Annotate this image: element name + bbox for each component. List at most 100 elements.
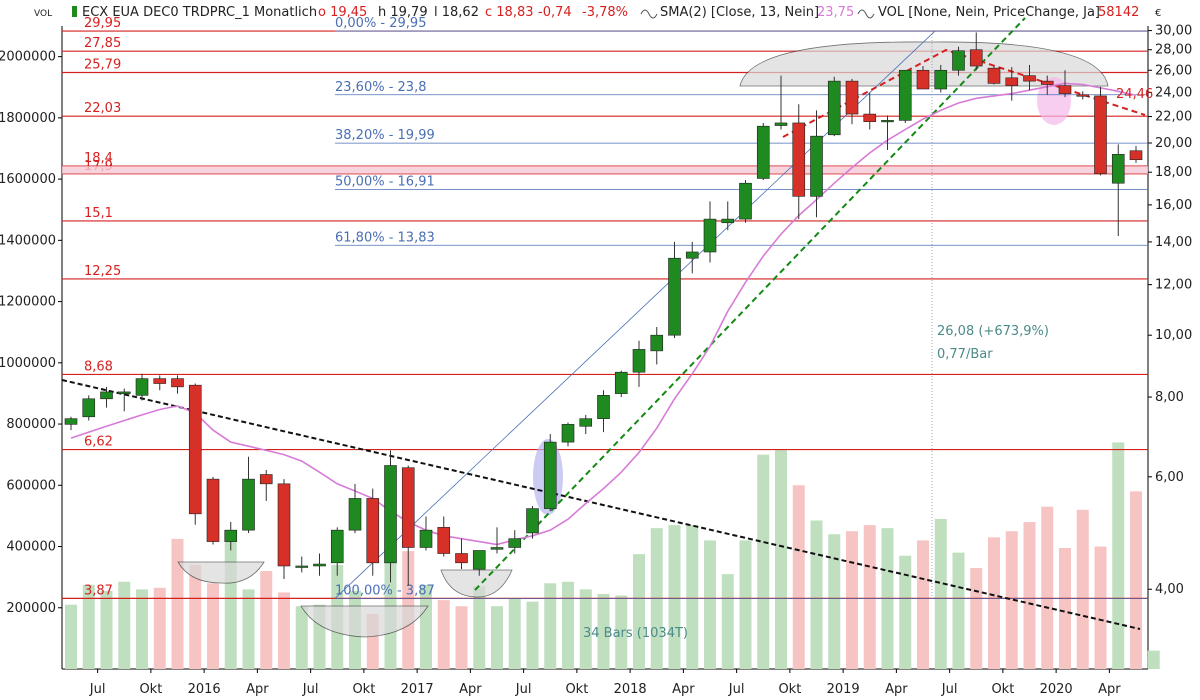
left-tick-label: 400000 — [6, 540, 56, 555]
candle-up — [82, 398, 96, 418]
volume-bar — [988, 537, 1000, 669]
volume-bar — [615, 595, 628, 669]
candle-down — [401, 467, 415, 548]
volume-bar — [721, 574, 734, 669]
volume-bar — [934, 518, 947, 669]
candle-up — [668, 257, 681, 336]
volume-bar — [1112, 442, 1125, 669]
sma-layer — [70, 82, 1137, 546]
candle-down — [277, 483, 291, 567]
x-tick-label: Okt — [991, 682, 1014, 697]
candle-up — [543, 441, 557, 509]
vol-value: 58142 — [1098, 5, 1139, 20]
candle-down — [188, 384, 202, 515]
candle-up — [685, 251, 699, 259]
volume-bar — [1059, 548, 1071, 669]
left-tick-label: 1600000 — [0, 172, 56, 187]
candle-up — [650, 334, 664, 352]
x-tick-label: Apr — [459, 682, 482, 697]
x-tick-label: Jul — [302, 682, 319, 697]
candle-up — [810, 135, 823, 197]
candle-down — [792, 122, 806, 197]
volume-bar — [1130, 491, 1142, 669]
level-lines-layer: 29,9527,8525,7922,0318,417,915,112,258,6… — [62, 16, 1148, 599]
candle-up — [242, 478, 255, 531]
sma-legend-icon — [640, 9, 658, 19]
ohlc-close: c 18,83 — [485, 5, 534, 20]
candle-up — [827, 80, 841, 136]
candle-down — [153, 378, 167, 384]
legend-candle-icon — [72, 6, 77, 17]
candle-down — [1058, 85, 1072, 94]
volume-bar — [917, 540, 929, 669]
x-tick-label: Jul — [728, 682, 745, 697]
right-tick-label: 12,00 — [1155, 278, 1192, 293]
candle-down — [437, 527, 451, 554]
volume-bar — [970, 567, 983, 669]
fib-lines-layer: 0,00% - 29,95 23,60% - 23,8 38,20% - 19,99… — [334, 16, 1148, 599]
x-tick-label: 2020 — [1040, 682, 1073, 697]
vol-legend-icon — [857, 9, 875, 19]
candle-up — [756, 125, 770, 179]
candle-down — [259, 474, 273, 485]
candle-down — [1023, 75, 1036, 82]
left-tick-label: 200000 — [6, 601, 56, 616]
bottom-cup-shape — [177, 561, 265, 584]
volume-bar — [562, 581, 574, 669]
vol-tag: VOL — [34, 9, 52, 19]
volume-bar — [597, 593, 610, 669]
x-tick-label: Apr — [246, 682, 269, 697]
x-tick-label: 2018 — [614, 682, 647, 697]
candle-up — [348, 498, 362, 531]
trend-end-label: 24,46 — [1116, 87, 1153, 102]
right-tick-label: 24,00 — [1155, 85, 1192, 100]
candle-up — [419, 529, 433, 548]
candle-up — [614, 371, 628, 394]
level-label: 6,62 — [84, 435, 113, 450]
right-tick-label: 14,00 — [1155, 235, 1192, 250]
candle-down — [916, 69, 930, 90]
candle-down — [1129, 150, 1143, 161]
candle-up — [64, 418, 78, 425]
volume-bar — [65, 604, 77, 669]
volume-bar — [792, 485, 805, 669]
candle-down — [987, 67, 1001, 84]
candle-up — [561, 424, 575, 443]
candle-up — [774, 122, 788, 126]
top-dome-shape — [739, 41, 1109, 87]
volume-bar — [526, 601, 539, 669]
volume-bar — [775, 450, 787, 669]
volume-bar — [686, 525, 699, 669]
volume-bar — [153, 587, 166, 669]
volume-bar — [82, 584, 95, 669]
volume-bar — [1005, 531, 1018, 669]
volume-bar — [100, 590, 113, 669]
x-tick-label: Okt — [139, 682, 162, 697]
candle-down — [1094, 95, 1107, 175]
volume-bar — [491, 606, 503, 669]
right-tick-label: 20,00 — [1155, 136, 1192, 151]
bottom-cup-shape — [440, 569, 513, 598]
volume-bar — [810, 520, 823, 669]
volume-bar — [863, 525, 876, 669]
sma-line — [70, 82, 1137, 546]
candle-down — [1040, 80, 1054, 85]
left-tick-label: 800000 — [6, 417, 56, 432]
measure-main-label: 26,08 (+673,9%) — [937, 324, 1049, 339]
right-tick-label: 16,00 — [1155, 198, 1192, 213]
left-tick-label: 1000000 — [0, 356, 56, 371]
candle-up — [739, 182, 752, 220]
measure-rate-label: 0,77/Bar — [937, 347, 993, 362]
right-tick-label: 6,00 — [1155, 470, 1184, 485]
fib-label: 38,20% - 19,99 — [335, 128, 435, 143]
candle-down — [366, 498, 380, 564]
candle-up — [384, 465, 397, 564]
volume-bar — [242, 589, 255, 669]
level-label: 8,68 — [84, 359, 113, 374]
volume-bar — [473, 586, 486, 669]
candle-down — [969, 49, 983, 67]
sma-value: 23,75 — [817, 5, 854, 20]
right-axis: 4,00 6,00 8,00 10,00 12,00 14,00 16,00 18,00 20,… — [1148, 24, 1192, 597]
candle-up — [881, 120, 894, 123]
